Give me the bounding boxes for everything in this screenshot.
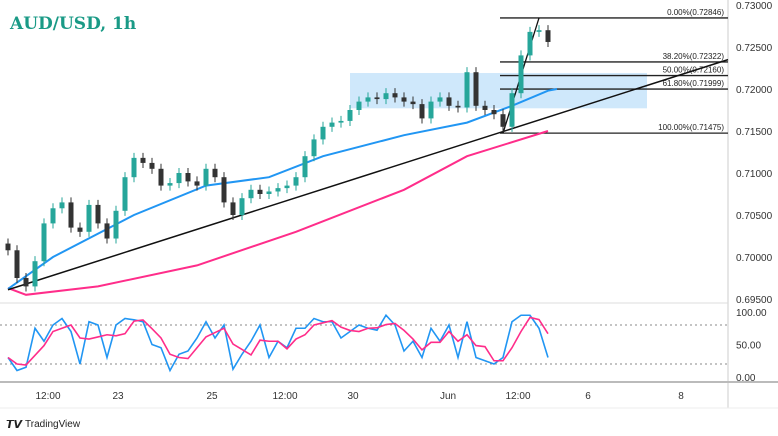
candle-body: [203, 168, 209, 186]
price-tick: 0.69500: [736, 295, 773, 306]
candle-body: [50, 208, 56, 224]
candle-body: [392, 93, 398, 98]
stoch-tick: 100.00: [736, 308, 767, 319]
stoch-k-line: [7, 313, 549, 373]
candle-body: [113, 210, 119, 239]
time-tick: 23: [112, 391, 124, 402]
candle-body: [347, 110, 353, 121]
candle-body: [122, 177, 128, 211]
price-tick: 0.71500: [736, 127, 773, 138]
time-tick: 12:00: [505, 391, 530, 402]
stoch-tick: 0.00: [736, 373, 756, 384]
candle-body: [410, 101, 416, 105]
candle-body: [356, 101, 362, 110]
candle-body: [140, 157, 146, 163]
candle-body: [536, 30, 542, 32]
candle-body: [446, 97, 452, 106]
candle-body: [104, 223, 110, 239]
time-tick: 12:00: [272, 391, 297, 402]
time-tick: 30: [347, 391, 359, 402]
price-tick: 0.71000: [736, 169, 773, 180]
candle-body: [545, 30, 551, 42]
candle-body: [437, 97, 443, 102]
price-tick: 0.72000: [736, 85, 773, 96]
time-tick: Jun: [440, 391, 456, 402]
candle-body: [464, 72, 470, 108]
candle-body: [518, 55, 524, 94]
candle-body: [527, 31, 533, 56]
candle-body: [32, 261, 38, 287]
candle-body: [41, 223, 47, 262]
trendline: [7, 58, 729, 291]
candle-body: [77, 227, 83, 232]
price-tick: 0.72500: [736, 43, 773, 54]
fib-level-label: 61.80%(0.71999): [663, 79, 725, 88]
candle-body: [257, 189, 263, 194]
candle-body: [374, 97, 380, 100]
candle-body: [158, 168, 164, 186]
price-tick: 0.70000: [736, 253, 773, 264]
candle-body: [455, 105, 461, 108]
candle-body: [185, 173, 191, 182]
candle-body: [311, 139, 317, 157]
resistance-zone: [350, 73, 647, 109]
candle-body: [248, 189, 254, 199]
candle-body: [5, 243, 11, 251]
price-tick: 0.70500: [736, 211, 773, 222]
slow-moving-average: [7, 130, 549, 296]
candle-body: [428, 101, 434, 119]
candle-body: [149, 162, 155, 169]
candle-body: [284, 185, 290, 189]
time-tick: 12:00: [35, 391, 60, 402]
candle-body: [491, 110, 497, 115]
candle-body: [293, 177, 299, 186]
candle-body: [302, 156, 308, 178]
candle-body: [167, 183, 173, 186]
candle-body: [329, 122, 335, 127]
tradingview-logo[interactable]: 𝙏𝙑 TradingView: [6, 418, 80, 431]
candle-body: [131, 157, 137, 178]
candle-body: [59, 202, 65, 209]
candle-body: [212, 168, 218, 178]
candle-body: [176, 173, 182, 184]
candle-body: [68, 202, 74, 228]
brand-label: TradingView: [25, 419, 81, 430]
price-tick: 0.73000: [736, 1, 773, 12]
candle-body: [401, 97, 407, 102]
candle-body: [365, 97, 371, 102]
candle-body: [86, 204, 92, 232]
candle-body: [194, 181, 200, 186]
candle-body: [509, 93, 515, 127]
candle-body: [239, 198, 245, 215]
fast-moving-average: [7, 88, 558, 290]
time-tick: 25: [206, 391, 218, 402]
candle-body: [419, 104, 425, 119]
chart-title: AUD/USD, 1h: [10, 14, 137, 34]
candle-body: [320, 126, 326, 140]
candle-body: [14, 250, 20, 278]
candle-body: [95, 204, 101, 224]
fib-level-label: 38.20%(0.72322): [663, 52, 725, 61]
candle-body: [338, 120, 344, 123]
time-tick: 8: [678, 391, 684, 402]
fib-level-label: 0.00%(0.72846): [667, 8, 724, 17]
candle-body: [482, 105, 488, 110]
candle-body: [383, 93, 389, 100]
candle-body: [266, 191, 272, 194]
candle-body: [230, 202, 236, 215]
candle-body: [500, 114, 506, 127]
candle-body: [275, 188, 281, 192]
stoch-tick: 50.00: [736, 341, 761, 352]
candle-body: [473, 72, 479, 106]
candle-body: [221, 177, 227, 203]
stoch-d-line: [7, 316, 549, 366]
time-tick: 6: [585, 391, 591, 402]
candle-body: [23, 278, 29, 287]
tradingview-icon: 𝙏𝙑: [6, 419, 23, 431]
fib-level-label: 100.00%(0.71475): [658, 123, 724, 132]
